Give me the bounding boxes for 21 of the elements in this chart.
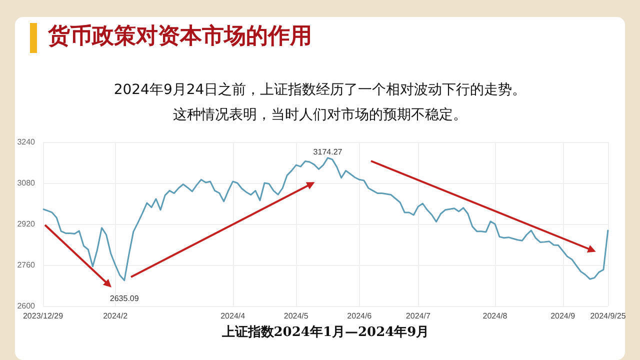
x-tick-label: 2024/9	[550, 312, 576, 320]
y-tick-label: 3240	[17, 138, 36, 146]
y-tick-label: 2600	[17, 302, 36, 310]
x-axis-title: 上证指数2024年1月—2024年9月	[220, 325, 430, 340]
x-tick-label: 2024/4	[220, 312, 246, 320]
y-tick-label: 2760	[17, 260, 36, 270]
x-tick-label: 2024/6	[347, 312, 372, 320]
y-tick-label: 3080	[17, 178, 36, 188]
x-tick-label: 2024/5	[284, 312, 309, 320]
y-tick-label: 2920	[17, 220, 36, 228]
x-tick-label: 2024/9/25	[590, 312, 626, 320]
line-series	[42, 157, 609, 282]
x-tick-label: 2024/8	[482, 312, 508, 320]
x-tick-label: 2023/12/29	[22, 312, 64, 320]
x-tick-label: 2024/7	[406, 312, 431, 320]
annotation: 2635.09	[110, 294, 140, 303]
text: 这种情况表明，当时人们对市场的预期不稳定。	[172, 106, 468, 125]
chart-title: 货币政策对资本市场的作用	[48, 22, 312, 51]
chart-subtitle: 2024年9月24日之前，上证指数经历了一个相对波动下行的走势。	[112, 81, 528, 100]
annotation: 3174.27	[313, 147, 343, 156]
x-tick-label: 2024/2	[103, 312, 128, 320]
